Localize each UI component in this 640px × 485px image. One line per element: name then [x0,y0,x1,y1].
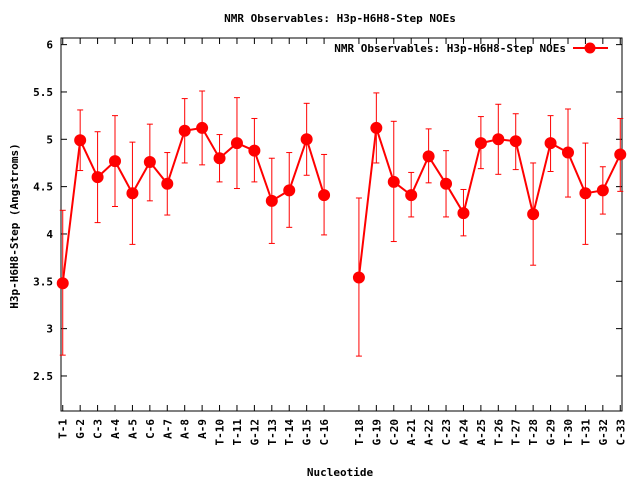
data-point [509,135,522,148]
data-point [422,150,435,163]
data-point [213,152,226,165]
data-point [74,134,87,147]
x-tick-label: A-9 [196,419,209,439]
x-tick-label: C-33 [614,419,627,446]
x-tick-label: T-14 [283,419,296,446]
x-tick-label: T-27 [510,419,523,446]
x-axis-label: Nucleotide [307,466,374,479]
y-tick-label: 4.5 [33,181,53,194]
data-point [109,155,122,168]
series-layer [56,90,627,357]
data-point [352,271,365,284]
x-tick-label: G-2 [74,419,87,439]
data-point [265,194,278,207]
y-axis-label: H3p-H6H8-Step (Angstroms) [8,143,21,309]
x-tick-label: T-28 [527,419,540,446]
x-tick-label: T-31 [579,419,592,446]
x-tick-label: G-15 [301,419,314,446]
x-tick-label: T-1 [57,419,70,439]
x-tick-label: C-20 [388,419,401,446]
data-point [283,184,296,197]
x-tick-label: T-18 [353,419,366,446]
y-tick-label: 5 [46,133,53,146]
data-point [614,148,627,161]
legend-label: NMR Observables: H3p-H6H8-Step NOEs [334,42,566,55]
data-point [178,124,191,137]
data-point [440,177,453,190]
x-tick-label: A-5 [126,419,139,439]
y-tick-label: 2.5 [33,370,53,383]
x-tick-label: A-8 [179,419,192,439]
data-point [492,133,505,146]
y-tick-label: 6 [46,39,53,52]
data-point [126,187,139,200]
x-tick-label: T-30 [562,419,575,446]
data-point [474,137,487,150]
x-tick-label: T-10 [214,419,227,446]
data-point [56,277,69,290]
data-point [318,189,331,202]
x-tick-label: G-12 [248,419,261,446]
data-point [91,171,104,184]
x-tick-label: T-26 [492,419,505,446]
x-tick-label: A-21 [405,419,418,446]
legend-marker [584,42,596,54]
data-point [143,156,156,169]
data-point [596,184,609,197]
series-line [357,127,622,278]
data-point [579,187,592,200]
data-point [248,144,261,157]
data-point [230,137,243,150]
x-tick-label: C-16 [318,419,331,446]
x-tick-label: T-13 [266,419,279,446]
x-tick-label: C-6 [144,419,157,439]
legend: NMR Observables: H3p-H6H8-Step NOEs [334,42,608,55]
data-point [457,207,470,220]
data-point [544,137,557,150]
series-line [61,126,326,284]
plot-frame [60,37,623,412]
x-tick-label: G-19 [370,419,383,446]
y-tick-label: 3.5 [33,275,53,288]
x-tick-label: T-11 [231,419,244,446]
data-point [300,133,313,146]
y-tick-label: 3 [46,323,53,336]
data-point [387,175,400,188]
data-point [405,189,418,202]
x-tick-label: A-25 [475,419,488,446]
x-tick-label: A-22 [423,419,436,446]
y-tick-label: 5.5 [33,86,53,99]
x-tick-label: C-3 [92,419,105,439]
axes: 2.5 3 3.5 4 4.5 5 5.5 6 T-1 G-2 C-3 A-4 A-5 C-6 A-7 A-8… [33,37,627,446]
data-point [196,121,209,134]
chart-title: NMR Observables: H3p-H6H8-Step NOEs [224,12,456,25]
x-tick-label: G-32 [597,419,610,446]
data-point [561,146,574,159]
data-point [527,208,540,221]
x-tick-label: A-7 [161,419,174,439]
x-tick-label: C-23 [440,419,453,446]
x-tick-label: G-29 [545,419,558,446]
y-tick-label: 4 [46,228,53,241]
data-point [161,177,174,190]
x-tick-label: A-4 [109,419,122,439]
x-tick-label: A-24 [457,419,470,446]
data-point [370,121,383,134]
